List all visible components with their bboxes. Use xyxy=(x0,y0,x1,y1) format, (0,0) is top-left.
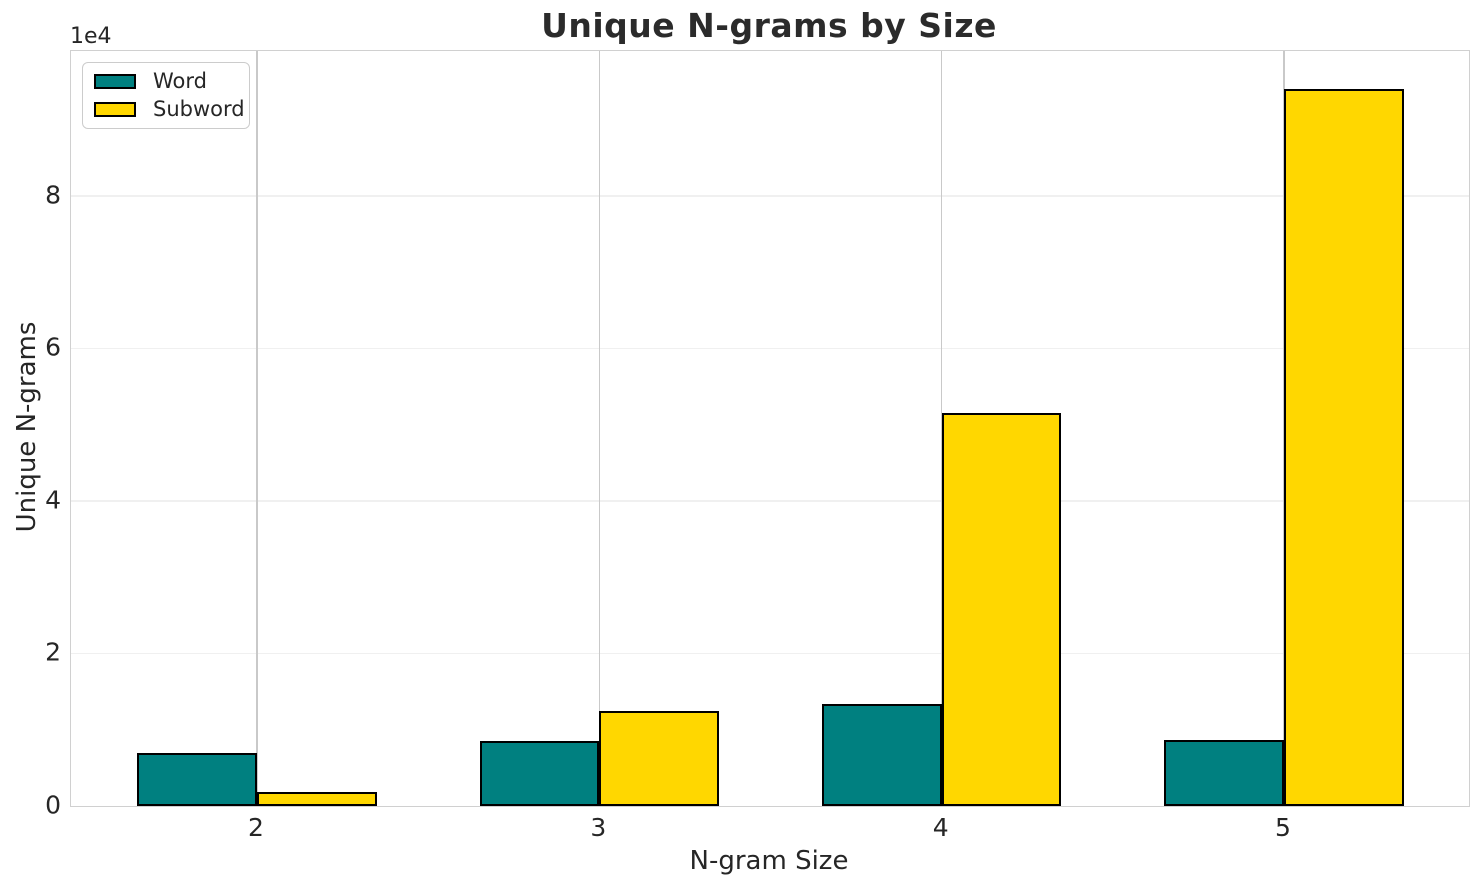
y-tick-label: 4 xyxy=(45,485,61,515)
bar-word-3 xyxy=(479,741,600,806)
gridline-vertical xyxy=(256,51,258,806)
x-tick-label: 3 xyxy=(590,813,607,842)
legend-label-word: Word xyxy=(153,68,207,93)
gridline-horizontal xyxy=(71,195,1469,197)
bar-subword-2 xyxy=(256,792,377,806)
y-tick-label: 0 xyxy=(45,790,61,820)
legend-item-subword: Subword xyxy=(94,97,245,121)
bar-subword-3 xyxy=(599,710,720,806)
x-axis-label: N-gram Size xyxy=(689,846,849,876)
bar-word-4 xyxy=(821,703,942,806)
x-tick-label: 5 xyxy=(1275,813,1291,842)
legend-swatch-word xyxy=(94,73,136,89)
legend-swatch-subword xyxy=(94,102,136,118)
gridline-horizontal xyxy=(71,652,1469,655)
gridline-horizontal xyxy=(71,500,1469,502)
bar-word-5 xyxy=(1164,740,1284,806)
bar-word-2 xyxy=(137,752,257,806)
y-tick-label: 8 xyxy=(45,180,61,210)
plot-area xyxy=(70,50,1470,807)
chart-title: Unique N-grams by Size xyxy=(541,6,997,45)
y-axis-offset-text: 1e4 xyxy=(70,24,112,49)
legend-label-subword: Subword xyxy=(153,97,245,121)
bar-subword-5 xyxy=(1283,89,1404,806)
legend-item-word: Word xyxy=(94,68,238,93)
x-tick-label: 4 xyxy=(932,813,949,842)
x-tick-label: 2 xyxy=(248,813,264,842)
gridline-vertical xyxy=(598,51,601,806)
legend: Word Subword xyxy=(82,62,250,129)
y-tick-label: 2 xyxy=(45,637,61,667)
gridline-horizontal xyxy=(71,347,1469,350)
bar-subword-4 xyxy=(941,413,1062,806)
y-tick-label: 6 xyxy=(45,332,61,362)
